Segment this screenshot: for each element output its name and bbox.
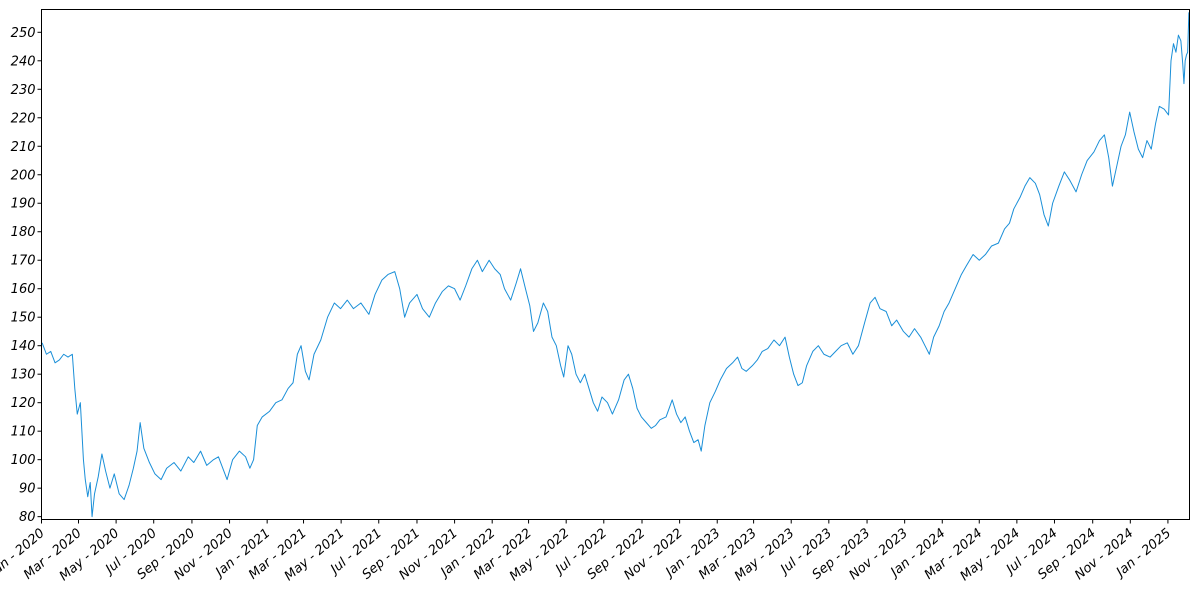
y-tick-label: 200 <box>11 168 36 183</box>
y-axis: 80 90 100 110 120 130 140 150 160 170 180 190 200 210… <box>11 26 42 525</box>
y-tick-label: 190 <box>11 197 36 212</box>
y-tick-label: 110 <box>11 425 36 440</box>
y-tick-label: 230 <box>11 83 36 98</box>
y-tick-label: 220 <box>11 111 36 126</box>
y-tick-label: 90 <box>19 482 36 497</box>
y-tick-label: 140 <box>11 339 36 354</box>
series-line-0 <box>41 12 1190 518</box>
y-tick-label: 250 <box>11 26 36 41</box>
y-tick-label: 240 <box>11 54 36 69</box>
y-tick-label: 160 <box>11 282 36 297</box>
plot-frame <box>41 9 1190 520</box>
y-tick-label: 80 <box>19 510 36 525</box>
y-tick-label: 130 <box>11 368 36 383</box>
y-tick-label: 170 <box>11 254 36 269</box>
y-tick-label: 210 <box>11 140 36 155</box>
series-layer <box>41 12 1190 518</box>
y-tick-label: 120 <box>11 396 36 411</box>
y-tick-label: 100 <box>11 453 36 468</box>
y-tick-label: 180 <box>11 225 36 240</box>
y-tick-label: 150 <box>11 311 36 326</box>
